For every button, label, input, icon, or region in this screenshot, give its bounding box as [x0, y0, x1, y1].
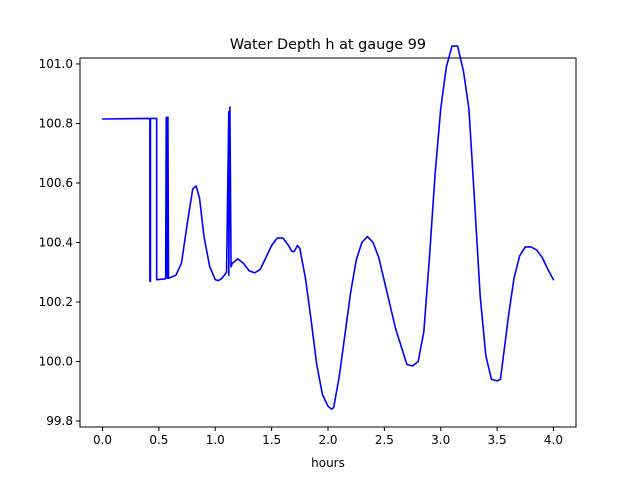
y-tick-label: 101.0: [39, 57, 73, 71]
y-tick-label: 100.4: [39, 236, 73, 250]
series-line: [101, 45, 555, 410]
y-tick-label: 100.6: [39, 176, 73, 190]
y-tick-label: 100.0: [39, 355, 73, 369]
y-tick-label: 100.2: [39, 295, 73, 309]
series-layer: [101, 45, 555, 410]
x-tick-label: 4.0: [544, 433, 563, 447]
x-tick-label: 1.5: [262, 433, 281, 447]
x-tick-label: 0.5: [149, 433, 168, 447]
plot-area-frame: [79, 57, 577, 428]
y-tick-label: 100.8: [39, 116, 73, 130]
x-axis-title: hours: [311, 456, 345, 470]
y-axis-ticks: 99.8 100.0 100.2 100.4 100.6 100.8 101.0: [39, 57, 80, 428]
x-tick-label: 3.0: [431, 433, 450, 447]
y-tick-label: 99.8: [46, 414, 73, 428]
x-tick-label: 3.5: [488, 433, 507, 447]
x-tick-label: 2.0: [318, 433, 337, 447]
x-tick-label: 1.0: [206, 433, 225, 447]
x-axis-ticks: 0.0 0.5 1.0 1.5 2.0 2.5 3.0 3.5 4.0: [93, 427, 563, 447]
x-tick-label: 2.5: [375, 433, 394, 447]
x-tick-label: 0.0: [93, 433, 112, 447]
chart-title: Water Depth h at gauge 99: [230, 37, 426, 53]
